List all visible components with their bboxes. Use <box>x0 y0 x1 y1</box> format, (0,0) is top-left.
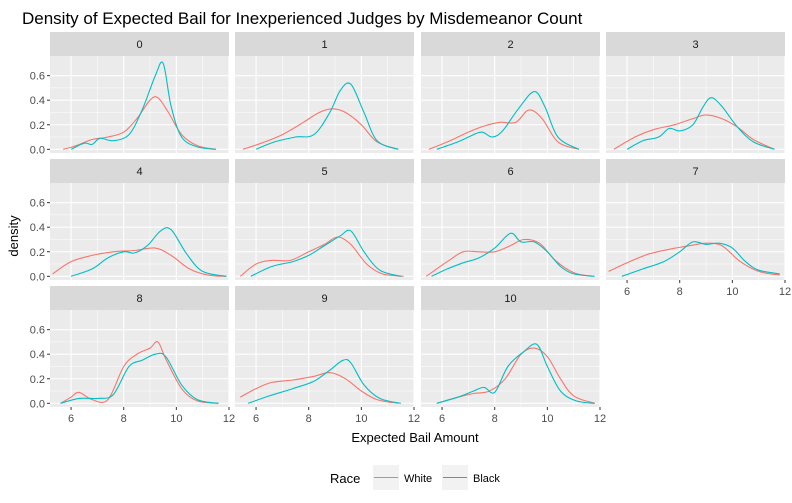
density-line-black <box>248 358 401 404</box>
density-line-black <box>255 82 399 150</box>
facet-strip-label: 8 <box>136 293 142 305</box>
x-tick-label: 10 <box>541 413 553 425</box>
facet-panel-8: 8 0.0 0.2 0.4 0.6 6 8 10 12 <box>30 286 235 425</box>
y-tick-label: 0.6 <box>30 325 45 337</box>
facet-strip <box>50 159 229 183</box>
y-tick-label: 0.6 <box>30 198 45 210</box>
facet-panel-10: 10 6 8 10 12 <box>421 286 606 425</box>
y-tick-label: 0.0 <box>30 144 45 156</box>
facet-strip-label: 7 <box>692 166 698 178</box>
x-tick-label: 8 <box>677 286 683 298</box>
x-tick-label: 12 <box>594 413 606 425</box>
panel-background <box>50 183 229 280</box>
facet-panel-3: 3 <box>606 32 786 153</box>
facet-panel-5: 5 <box>235 159 415 280</box>
facet-strip <box>606 159 785 183</box>
x-tick-label: 6 <box>624 286 630 298</box>
facet-strip-label: 5 <box>321 166 327 178</box>
facet-strip <box>235 32 414 56</box>
y-axis-title: density <box>6 215 21 257</box>
y-tick-label: 0.0 <box>30 271 45 283</box>
y-tick-label: 0.4 <box>30 222 45 234</box>
facet-strip <box>235 286 414 310</box>
facet-panel-4: 4 0.0 0.2 0.4 0.6 <box>30 159 230 283</box>
facet-strip-label: 4 <box>136 166 142 178</box>
density-line-white <box>63 96 216 150</box>
density-line-white <box>52 247 227 277</box>
panel-background <box>421 183 600 280</box>
facet-strip-label: 3 <box>692 39 698 51</box>
panel-background <box>235 183 414 280</box>
x-tick-label: 6 <box>68 413 74 425</box>
x-tick-label: 12 <box>223 413 235 425</box>
facet-strip-label: 9 <box>321 293 327 305</box>
density-line-white <box>239 236 404 277</box>
y-tick-label: 0.6 <box>30 71 45 83</box>
panel-background <box>421 310 600 407</box>
legend: Race White Black <box>330 465 500 490</box>
y-tick-label: 0.2 <box>30 120 45 132</box>
legend-label-black: Black <box>473 473 500 485</box>
x-tick-label: 10 <box>355 413 367 425</box>
facet-strip <box>421 286 600 310</box>
y-tick-label: 0.4 <box>30 349 45 361</box>
density-line-white <box>240 372 399 404</box>
density-line-white <box>425 238 593 277</box>
x-tick-label: 12 <box>408 413 420 425</box>
facet-strip <box>50 32 229 56</box>
density-line-black <box>70 61 216 150</box>
x-tick-label: 10 <box>170 413 182 425</box>
facet-panel-0: 0 0.0 0.2 0.4 0.6 <box>30 32 230 156</box>
x-tick-label: 10 <box>726 286 738 298</box>
density-line-white <box>60 341 219 404</box>
density-line-black <box>436 343 595 404</box>
x-axis-title: Expected Bail Amount <box>351 430 479 445</box>
y-tick-label: 0.4 <box>30 95 45 107</box>
facet-panel-6: 6 <box>421 159 601 280</box>
facet-strip-label: 6 <box>507 166 513 178</box>
facet-strip <box>235 159 414 183</box>
facet-strip <box>421 32 600 56</box>
density-line-black <box>436 91 580 150</box>
panel-background <box>235 56 414 153</box>
facet-strip-label: 1 <box>321 39 327 51</box>
panel-background <box>50 56 229 153</box>
y-tick-label: 0.2 <box>30 247 45 259</box>
facet-grid: 00.00.20.40.61 2 340.00.20.40.65 6 76 8 10 1280… <box>30 32 791 425</box>
facet-strip <box>606 32 785 56</box>
x-tick-label: 8 <box>492 413 498 425</box>
density-line-white <box>242 108 399 150</box>
panel-background <box>606 183 785 280</box>
facet-strip <box>421 159 600 183</box>
density-line-white <box>608 242 780 276</box>
facet-panel-2: 2 <box>421 32 601 153</box>
facet-strip-label: 2 <box>507 39 513 51</box>
x-tick-label: 6 <box>253 413 259 425</box>
density-line-black <box>70 227 227 277</box>
density-line-black <box>626 97 775 150</box>
density-line-white <box>613 114 775 150</box>
legend-label-white: White <box>404 473 432 485</box>
density-line-black <box>60 352 219 404</box>
y-tick-label: 0.0 <box>30 398 45 410</box>
density-line-black <box>431 232 595 277</box>
panel-background <box>235 310 414 407</box>
density-line-black <box>621 241 780 277</box>
facet-strip-label: 0 <box>136 39 142 51</box>
panel-background <box>421 56 600 153</box>
density-line-black <box>250 229 401 277</box>
facet-panel-7: 7 6 8 10 12 <box>606 159 791 298</box>
facet-panel-1: 1 <box>235 32 415 153</box>
x-tick-label: 12 <box>779 286 791 298</box>
x-tick-label: 8 <box>306 413 312 425</box>
x-tick-label: 6 <box>439 413 445 425</box>
facet-panel-9: 9 6 8 10 12 <box>235 286 420 425</box>
facet-strip <box>50 286 229 310</box>
x-tick-label: 8 <box>121 413 127 425</box>
y-tick-label: 0.2 <box>30 374 45 386</box>
legend-title: Race <box>330 471 360 486</box>
chart-title: Density of Expected Bail for Inexperienc… <box>22 9 583 28</box>
facet-strip-label: 10 <box>504 293 516 305</box>
